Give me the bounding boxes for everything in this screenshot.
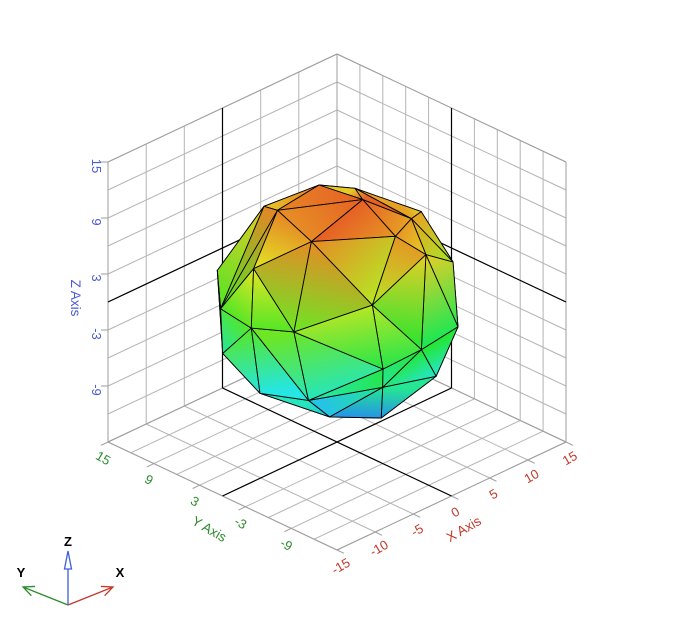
x-axis-tick — [336, 549, 345, 554]
x-axis-tick-label: 10 — [522, 466, 542, 486]
z-axis-tick-label: 9 — [89, 218, 104, 225]
surface-mesh — [216, 184, 459, 419]
widget-y-label: Y — [17, 565, 26, 580]
y-axis-tick — [146, 463, 155, 468]
z-axis-tick-label: 15 — [89, 159, 104, 173]
zero-line — [222, 387, 452, 497]
z-axis-tick-label: -3 — [89, 328, 104, 340]
orientation-axes-widget[interactable]: X Y Z — [17, 534, 125, 606]
y-axis-tick-label: -9 — [278, 535, 296, 554]
y-axis-tick-label: 3 — [188, 493, 202, 510]
widget-z-arrowhead — [63, 550, 73, 570]
y-axis-tick-label: 15 — [93, 448, 113, 468]
x-axis-tick — [527, 459, 535, 464]
widget-x-label: X — [116, 565, 125, 580]
mesh-face — [293, 241, 373, 333]
x-axis-tick — [451, 495, 459, 500]
y-axis-tick — [100, 441, 109, 446]
y-axis-tick — [192, 484, 200, 489]
y-axis-tick-label: -3 — [232, 514, 250, 533]
x-axis-tick — [374, 531, 383, 536]
x-axis-tick-label: 15 — [560, 448, 580, 468]
z-axis-tick-label: 3 — [89, 274, 104, 281]
widget-x-axis-arrowhead — [100, 585, 115, 597]
y-axis-title: Y Axis — [189, 513, 229, 545]
y-axis-tick — [284, 527, 292, 533]
x-axis-tick-label: 5 — [487, 486, 501, 503]
y-axis-tick-label: 9 — [142, 471, 156, 488]
widget-y-axis-line — [22, 586, 69, 606]
widget-z-label: Z — [64, 534, 72, 549]
z-axis-group: 15 9 3 -3 -9 — [89, 159, 109, 396]
x-axis-tick-label: -15 — [329, 555, 353, 577]
x-axis-tick — [489, 477, 497, 482]
x-axis-tick-label: 0 — [448, 504, 462, 521]
z-axis-tick-label: -9 — [89, 384, 104, 396]
widget-y-axis-arrowhead — [21, 585, 36, 597]
x-axis-tick-label: -5 — [408, 521, 426, 540]
y-axis-tick — [238, 506, 246, 511]
x-axis-group: -15 -10 -5 0 5 10 15 — [329, 441, 580, 577]
z-axis-title: Z Axis — [68, 280, 83, 317]
x-axis-tick — [413, 513, 421, 518]
x-axis-title: X Axis — [444, 513, 484, 545]
x-axis-tick-label: -10 — [367, 537, 391, 559]
widget-x-axis-line — [67, 586, 114, 606]
x-axis-tick — [565, 441, 574, 446]
